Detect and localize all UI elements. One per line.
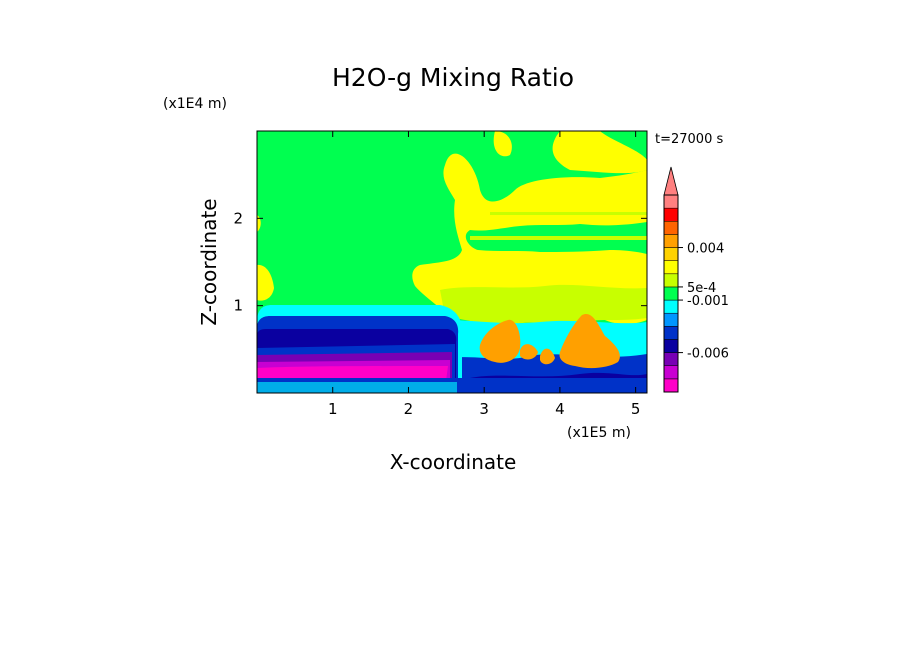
region-moist-yellow xyxy=(412,153,647,325)
colorbar-label: 5e-4 xyxy=(687,281,716,296)
x-tick-label: 1 xyxy=(328,400,338,418)
colorbar-swatch xyxy=(663,234,679,248)
y-scale-label: (x1E4 m) xyxy=(163,96,227,112)
colorbar-swatch xyxy=(663,365,679,380)
colorbar-swatch xyxy=(663,207,679,222)
colorbar-swatch xyxy=(663,247,679,261)
colorbar-swatch xyxy=(663,378,679,393)
x-tick-label: 2 xyxy=(404,400,414,418)
colorbar-label: -0.001 xyxy=(687,294,729,309)
colorbar-frame xyxy=(663,194,679,393)
region-surface-band xyxy=(257,382,457,393)
chart-title: H2O-g Mixing Ratio xyxy=(332,63,574,92)
colorbar-swatch xyxy=(663,312,679,327)
region-convective-orange xyxy=(559,313,620,369)
region-moist-yellow xyxy=(493,131,512,157)
region-convective-orange xyxy=(479,319,521,363)
region-moist-yellow xyxy=(257,215,261,232)
x-tick-label: 4 xyxy=(555,400,565,418)
colorbar-label: 0.004 xyxy=(687,242,724,257)
colorbar-swatch xyxy=(663,260,679,275)
time-label: t=27000 s xyxy=(655,132,723,147)
region-moist-lime xyxy=(470,236,647,240)
colorbar-swatch xyxy=(663,339,679,353)
region-moist-yellow xyxy=(552,131,647,174)
x-tick-label: 5 xyxy=(631,400,641,418)
colorbar-swatch xyxy=(663,194,679,209)
colorbar-swatch xyxy=(663,299,679,314)
colorbar-swatch xyxy=(663,286,679,301)
colorbar-label: -0.006 xyxy=(687,347,729,362)
x-tick-label: 3 xyxy=(479,400,489,418)
colorbar-swatch xyxy=(663,273,679,288)
x-axis: 1 2 3 4 5 xyxy=(328,131,640,418)
colorbar: 0.004 5e-4-0.001 -0.006 xyxy=(663,166,729,393)
region-moist-lime xyxy=(440,284,647,325)
x-axis-label: X-coordinate xyxy=(390,450,517,474)
colorbar-swatch xyxy=(663,221,679,235)
heatmap-plot xyxy=(257,131,647,393)
y-tick-label: 1 xyxy=(233,297,243,315)
colorbar-swatch xyxy=(663,326,679,340)
region-convective-orange xyxy=(520,344,538,360)
region-moist-yellow xyxy=(257,264,274,301)
x-scale-label: (x1E5 m) xyxy=(567,425,631,441)
y-axis: 12 xyxy=(233,209,647,315)
region-moist-lime xyxy=(490,212,647,215)
region-dry-lavender xyxy=(257,366,448,381)
plot-frame xyxy=(256,130,648,394)
colorbar-extend-arrow xyxy=(663,166,679,196)
region-convective-orange xyxy=(540,348,555,365)
y-tick-label: 2 xyxy=(233,209,243,227)
y-axis-label: Z-coordinate xyxy=(197,198,221,325)
colorbar-swatch xyxy=(663,352,679,366)
